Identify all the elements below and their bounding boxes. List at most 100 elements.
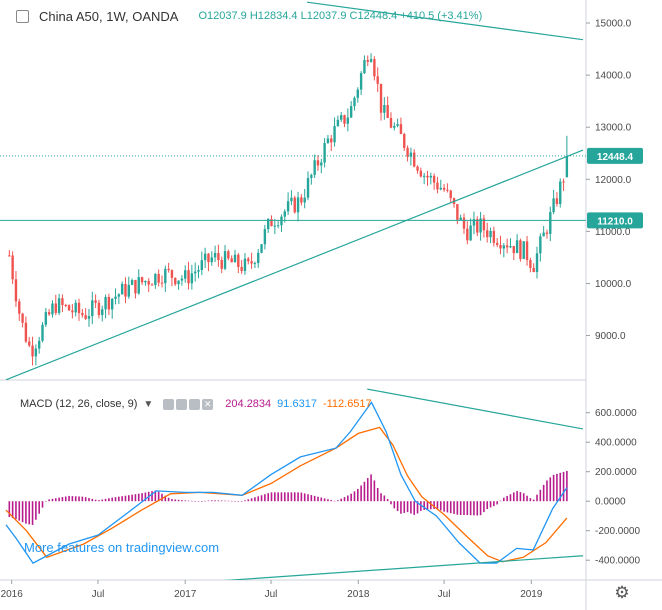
macd-histogram-bar — [370, 474, 372, 502]
macd-histogram-bar — [549, 477, 552, 502]
time-tick-label: Jul — [265, 589, 278, 600]
axes: 9000.0 10000.0 11000.0 12000.0 13000.0 14000.… — [1, 19, 641, 600]
candle-body — [502, 245, 506, 249]
macd-histogram-bar — [38, 501, 40, 514]
candle-body — [193, 271, 197, 274]
candle-body — [94, 300, 97, 303]
macd-source-icon[interactable] — [189, 398, 201, 410]
macd-histogram-bar — [207, 500, 210, 502]
candle-body — [316, 160, 320, 166]
symbol-legend: China A50, 1W, OANDA O12037.9 H12834.4 L… — [4, 6, 482, 26]
last-price-tag-text: 12448.4 — [597, 152, 634, 163]
macd-histogram-bar — [98, 500, 100, 502]
candle-body — [562, 181, 565, 183]
macd-histogram-bar — [493, 501, 495, 507]
candle-body — [150, 284, 154, 286]
macd-histogram-bar — [64, 496, 67, 502]
macd-histogram-bar — [54, 498, 57, 502]
time-tick-label: Jul — [92, 589, 105, 600]
macd-histogram-bar — [210, 500, 213, 502]
candle-body — [104, 296, 107, 310]
macd-histogram-bar — [556, 473, 558, 502]
macd-histogram-bar — [350, 493, 352, 502]
candle-body — [283, 211, 286, 217]
candle-body — [237, 254, 240, 267]
candle-body — [213, 253, 217, 258]
watermark[interactable]: More features on tradingview.com — [24, 540, 220, 555]
macd-histogram-bar — [516, 491, 518, 502]
macd-collapse-icon[interactable]: ▼ — [143, 398, 154, 410]
macd-histogram-bar — [333, 500, 336, 502]
candle-body — [190, 273, 194, 284]
macd-histogram-bar — [317, 496, 319, 502]
candle-body — [114, 296, 117, 299]
macd-histogram-bar — [151, 491, 153, 502]
macd-histogram-bar — [124, 495, 127, 502]
macd-close-icon[interactable]: ✕ — [202, 398, 214, 410]
candle-body — [164, 268, 167, 284]
macd-histogram-bar — [134, 494, 137, 502]
candle-body — [545, 232, 549, 234]
macd-histogram-bar — [84, 497, 87, 502]
price-pane[interactable] — [0, 1, 586, 380]
candle-body — [449, 190, 452, 199]
candle-body — [54, 303, 57, 313]
candle-body — [184, 270, 187, 279]
settings-gear-icon[interactable]: ⚙ — [614, 583, 630, 602]
candle-body — [519, 240, 522, 259]
candle-body — [413, 152, 416, 167]
macd-histogram-bar — [420, 501, 422, 511]
time-tick-label: 2017 — [174, 589, 197, 600]
candle-body — [306, 177, 310, 198]
candle-body — [210, 257, 213, 263]
macd-histogram-bar — [529, 498, 532, 502]
candle-body — [303, 197, 306, 203]
macd-histogram-bar — [330, 500, 333, 502]
macd-histogram-bar — [320, 497, 323, 502]
macd-signal-line — [5, 426, 568, 563]
candle-body — [359, 73, 363, 90]
macd-histogram-bar — [290, 492, 293, 502]
collapse-legend-icon[interactable] — [16, 9, 29, 23]
candle-body — [101, 309, 104, 316]
macd-histogram-bar — [270, 492, 273, 502]
candle-body — [399, 124, 403, 135]
macd-histogram-bar — [503, 497, 505, 502]
candle-body — [180, 278, 184, 281]
macd-histogram-bar — [383, 495, 386, 502]
macd-histogram-bar — [254, 497, 256, 502]
macd-settings-icon[interactable] — [176, 398, 188, 410]
candle-body — [124, 283, 127, 297]
macd-histogram-bar — [61, 497, 64, 502]
macd-histogram-bar — [356, 488, 359, 502]
macd-histogram-bar — [303, 493, 306, 502]
macd-eye-icon[interactable] — [163, 398, 175, 410]
macd-histogram-bar — [310, 495, 313, 502]
candle-body — [247, 258, 250, 262]
candle-body — [81, 313, 84, 316]
candle-body — [167, 268, 170, 271]
candle-body — [84, 315, 87, 319]
macd-histogram-bar — [393, 501, 396, 509]
macd-histogram-bar — [323, 498, 326, 502]
candle-body — [11, 255, 14, 280]
macd-histogram-bar — [566, 470, 568, 502]
macd-histogram-bar — [277, 492, 279, 502]
candle-body — [542, 232, 545, 237]
macd-histogram-bar — [546, 480, 548, 502]
macd-histogram-bar — [51, 498, 54, 502]
macd-histogram-bar — [227, 500, 230, 502]
candle-body — [363, 60, 366, 74]
level-price-tag: 11210.0 — [587, 212, 643, 229]
candle-body — [466, 228, 469, 241]
macd-histogram-bar — [137, 493, 140, 502]
macd-histogram-bar — [287, 492, 289, 502]
macd-title: MACD (12, 26, close, 9) — [20, 398, 138, 410]
macd-histogram-bar — [337, 500, 339, 502]
candle-body — [44, 312, 48, 325]
candle-body — [495, 242, 499, 245]
macd-histogram-bar — [8, 501, 11, 518]
macd-pane[interactable] — [5, 388, 584, 584]
